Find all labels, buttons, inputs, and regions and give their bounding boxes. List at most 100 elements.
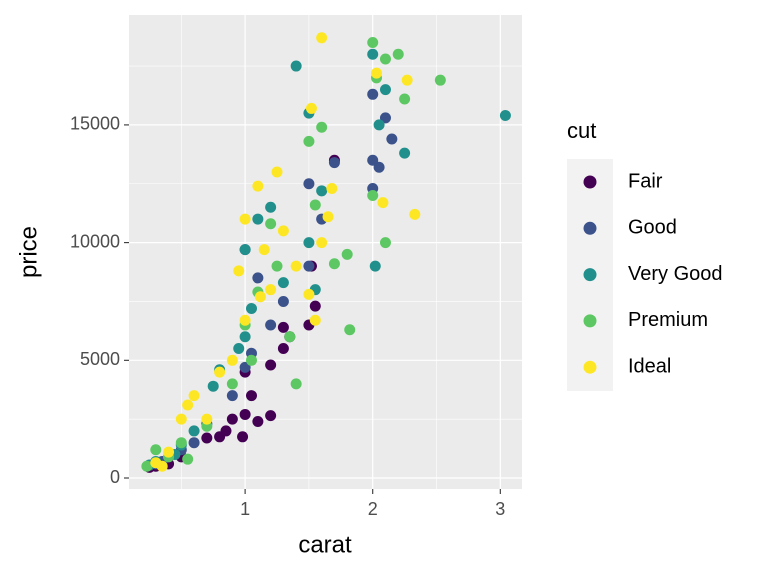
point — [303, 178, 315, 190]
point — [252, 180, 264, 192]
point — [254, 291, 266, 303]
point — [367, 88, 379, 100]
y-tick-label: 0 — [110, 467, 120, 487]
legend-label: Premium — [628, 309, 708, 331]
point — [265, 319, 277, 331]
point — [233, 265, 245, 277]
point — [309, 199, 321, 211]
legend-title: cut — [567, 118, 596, 143]
point — [141, 460, 153, 472]
point — [399, 147, 411, 159]
point — [303, 135, 315, 147]
panel — [129, 15, 522, 489]
point — [163, 446, 175, 458]
y-axis-title: price — [15, 226, 42, 278]
point — [271, 260, 283, 272]
point — [328, 258, 340, 270]
point — [341, 248, 353, 260]
legend-key — [583, 314, 597, 328]
point — [201, 432, 213, 444]
point — [377, 197, 389, 209]
point — [399, 93, 411, 105]
point — [245, 303, 257, 315]
point — [303, 288, 315, 300]
point — [379, 112, 391, 124]
point — [239, 244, 251, 256]
point — [265, 410, 277, 422]
point — [239, 408, 251, 420]
point — [207, 380, 219, 392]
point — [226, 413, 238, 425]
x-tick-label: 3 — [495, 499, 505, 519]
point — [233, 343, 245, 355]
point — [305, 102, 317, 114]
point — [290, 378, 302, 390]
point — [271, 166, 283, 178]
point — [156, 460, 168, 472]
point — [401, 74, 413, 86]
point — [386, 133, 398, 145]
point — [175, 413, 187, 425]
point — [252, 272, 264, 284]
point — [265, 359, 277, 371]
point — [499, 109, 511, 121]
point — [265, 218, 277, 230]
legend-label: Good — [628, 217, 677, 239]
point — [284, 331, 296, 343]
point — [245, 390, 257, 402]
point — [392, 48, 404, 60]
point — [277, 295, 289, 307]
point — [379, 84, 391, 96]
point — [371, 67, 383, 79]
point — [316, 121, 328, 133]
y-tick-label: 10000 — [70, 231, 120, 251]
point — [182, 399, 194, 411]
legend-label: Fair — [628, 170, 663, 192]
point — [239, 361, 251, 373]
x-axis-title: carat — [298, 531, 352, 558]
point — [252, 416, 264, 428]
legend-key — [583, 268, 597, 282]
point — [344, 324, 356, 336]
point — [367, 37, 379, 49]
point — [188, 437, 200, 449]
point — [277, 321, 289, 333]
point — [316, 237, 328, 249]
point — [326, 182, 338, 194]
point — [379, 237, 391, 249]
legend-label: Ideal — [628, 355, 671, 377]
point — [373, 161, 385, 173]
point — [239, 213, 251, 225]
point — [379, 53, 391, 65]
point — [322, 211, 334, 223]
point — [367, 154, 379, 166]
point — [239, 314, 251, 326]
legend-key — [583, 175, 597, 189]
legend-key — [583, 221, 597, 235]
point — [303, 237, 315, 249]
point — [328, 157, 340, 169]
point — [309, 314, 321, 326]
legend-label: Very Good — [628, 263, 723, 285]
point — [367, 48, 379, 60]
point — [188, 390, 200, 402]
point — [277, 225, 289, 237]
point — [316, 32, 328, 44]
point — [277, 343, 289, 355]
point — [265, 284, 277, 296]
point — [182, 453, 194, 465]
point — [226, 390, 238, 402]
point — [277, 277, 289, 289]
legend-key — [583, 360, 597, 374]
point — [188, 425, 200, 437]
y-tick-label: 15000 — [70, 114, 120, 134]
point — [265, 201, 277, 213]
point — [290, 60, 302, 72]
point — [369, 260, 381, 272]
point — [220, 425, 232, 437]
point — [226, 354, 238, 366]
point — [309, 300, 321, 312]
point — [252, 213, 264, 225]
x-tick-label: 2 — [368, 499, 378, 519]
